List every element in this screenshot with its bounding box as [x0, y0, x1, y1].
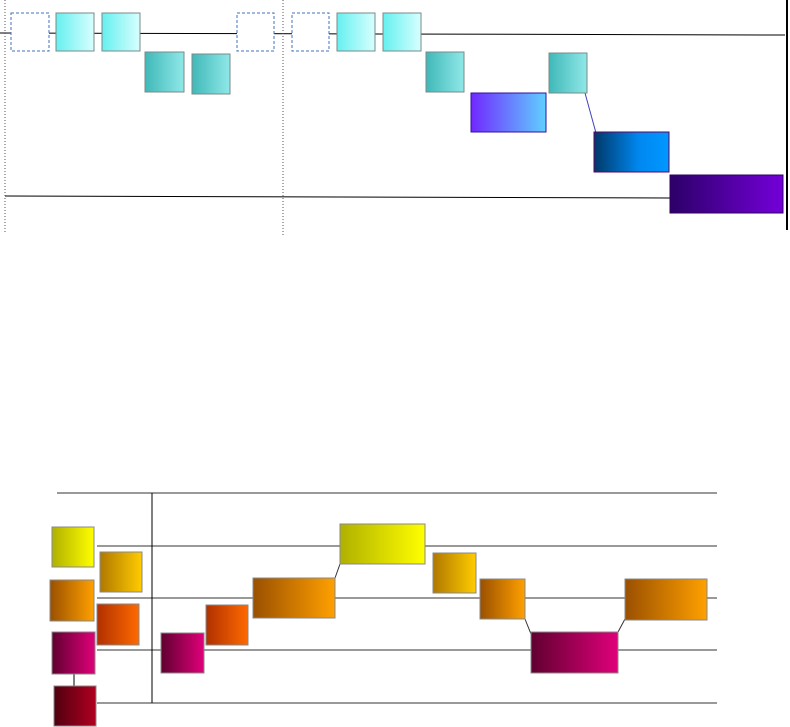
box [144, 51, 185, 93]
baseline [4, 195, 671, 199]
bottom-boxes [49, 523, 708, 727]
box [51, 631, 96, 675]
box [470, 92, 547, 133]
box [530, 631, 619, 674]
placeholder-box [291, 12, 330, 52]
placeholder-box [10, 12, 50, 52]
box [593, 131, 670, 173]
box [336, 12, 376, 52]
box [432, 552, 477, 594]
box [96, 603, 140, 646]
box [669, 174, 784, 214]
box [51, 526, 95, 568]
box [160, 632, 205, 674]
top-boxes [10, 12, 784, 214]
box [425, 51, 465, 93]
box [548, 52, 588, 94]
box [479, 578, 526, 620]
box [99, 551, 143, 593]
placeholder-box [236, 12, 275, 52]
box [252, 577, 336, 619]
box [101, 12, 141, 52]
connector [334, 563, 341, 579]
box [191, 53, 231, 95]
box [53, 685, 97, 727]
connector [617, 618, 626, 633]
box [205, 604, 249, 646]
box [55, 12, 95, 52]
connector [584, 92, 597, 134]
box [49, 579, 95, 622]
box [382, 12, 422, 52]
box [339, 523, 426, 565]
box [624, 578, 708, 621]
